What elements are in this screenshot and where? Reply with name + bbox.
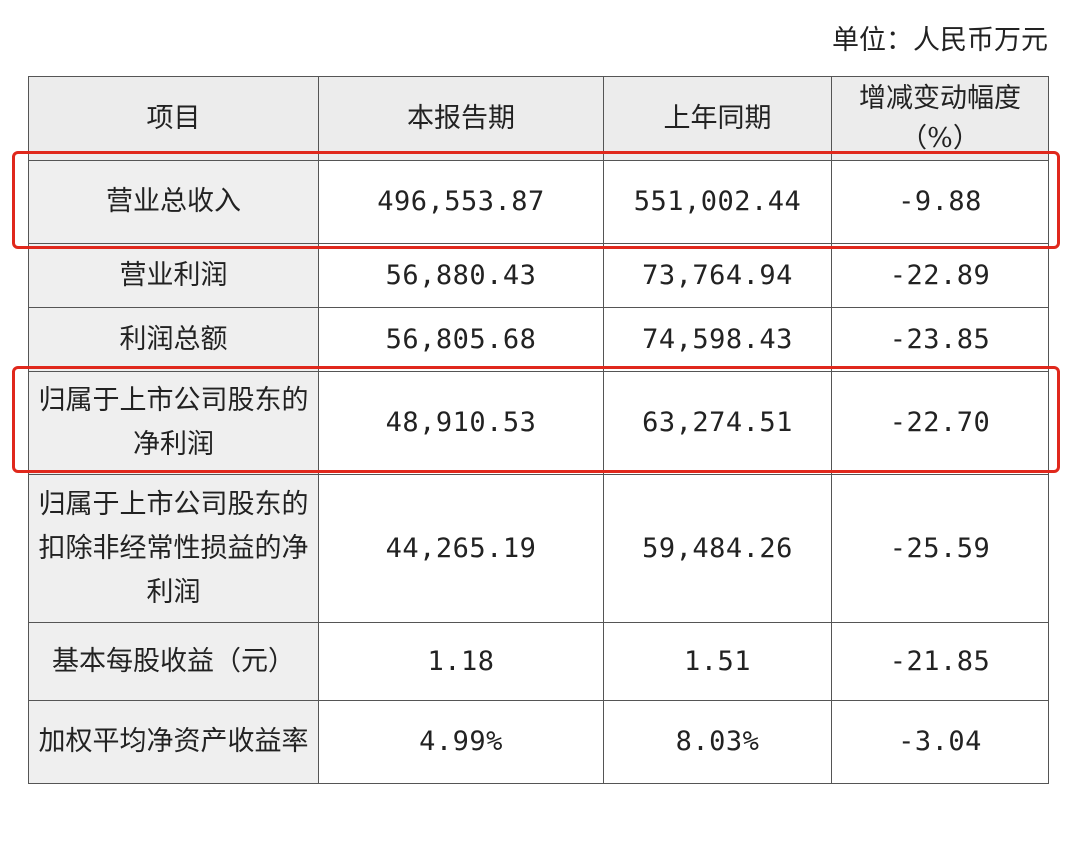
header-current: 本报告期 (318, 76, 604, 161)
table-row: 加权平均净资产收益率 4.99% 8.03% -3.04 (28, 700, 1049, 784)
row-change: -22.89 (831, 243, 1049, 308)
highlight-box-revenue (12, 151, 1060, 249)
header-change: 增减变动幅度（%） (831, 76, 1049, 161)
row-item: 基本每股收益（元） (28, 622, 319, 701)
financial-summary-table: 项目 本报告期 上年同期 增减变动幅度（%） 营业总收入 496,553.87 … (28, 76, 1049, 784)
row-change: -22.70 (831, 371, 1049, 475)
row-prior: 63,274.51 (603, 371, 832, 475)
row-item: 归属于上市公司股东的净利润 (28, 371, 319, 475)
header-prior: 上年同期 (603, 76, 832, 161)
table-row: 基本每股收益（元） 1.18 1.51 -21.85 (28, 622, 1049, 701)
row-current: 496,553.87 (318, 160, 604, 244)
row-change: -23.85 (831, 307, 1049, 372)
row-item: 利润总额 (28, 307, 319, 372)
row-change: -3.04 (831, 700, 1049, 784)
unit-label: 单位：人民币万元 (832, 25, 1048, 56)
row-current: 4.99% (318, 700, 604, 784)
table-row: 营业总收入 496,553.87 551,002.44 -9.88 (28, 160, 1049, 244)
table-row: 营业利润 56,880.43 73,764.94 -22.89 (28, 243, 1049, 308)
row-item: 营业利润 (28, 243, 319, 308)
row-current: 48,910.53 (318, 371, 604, 475)
table-row: 利润总额 56,805.68 74,598.43 -23.85 (28, 307, 1049, 372)
table-row: 归属于上市公司股东的净利润 48,910.53 63,274.51 -22.70 (28, 371, 1049, 475)
row-current: 1.18 (318, 622, 604, 701)
row-prior: 8.03% (603, 700, 832, 784)
row-prior: 74,598.43 (603, 307, 832, 372)
table-header-row: 项目 本报告期 上年同期 增减变动幅度（%） (28, 76, 1049, 161)
row-prior: 73,764.94 (603, 243, 832, 308)
table-row: 归属于上市公司股东的扣除非经常性损益的净利润 44,265.19 59,484.… (28, 474, 1049, 623)
row-prior: 551,002.44 (603, 160, 832, 244)
row-current: 56,805.68 (318, 307, 604, 372)
row-current: 44,265.19 (318, 474, 604, 623)
row-change: -21.85 (831, 622, 1049, 701)
row-item: 加权平均净资产收益率 (28, 700, 319, 784)
header-item: 项目 (28, 76, 319, 161)
row-current: 56,880.43 (318, 243, 604, 308)
row-item: 营业总收入 (28, 160, 319, 244)
row-item: 归属于上市公司股东的扣除非经常性损益的净利润 (28, 474, 319, 623)
highlight-box-net-profit (12, 366, 1060, 473)
row-prior: 59,484.26 (603, 474, 832, 623)
row-prior: 1.51 (603, 622, 832, 701)
row-change: -25.59 (831, 474, 1049, 623)
